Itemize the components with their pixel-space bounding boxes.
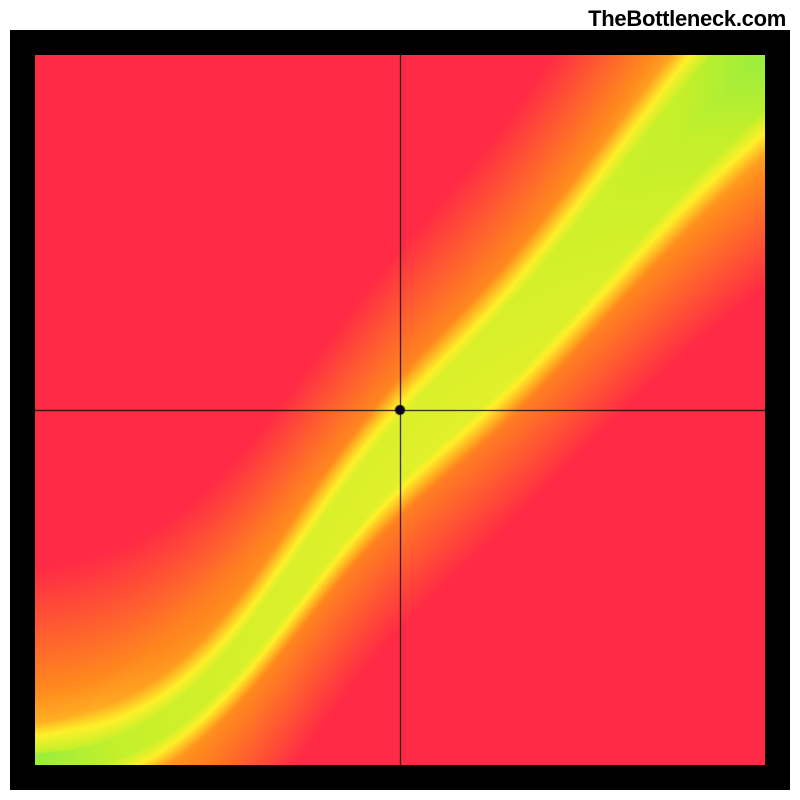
watermark-text: TheBottleneck.com — [588, 6, 786, 32]
chart-frame — [10, 30, 790, 790]
heatmap-plot-area — [35, 55, 765, 765]
heatmap-canvas — [35, 55, 765, 765]
